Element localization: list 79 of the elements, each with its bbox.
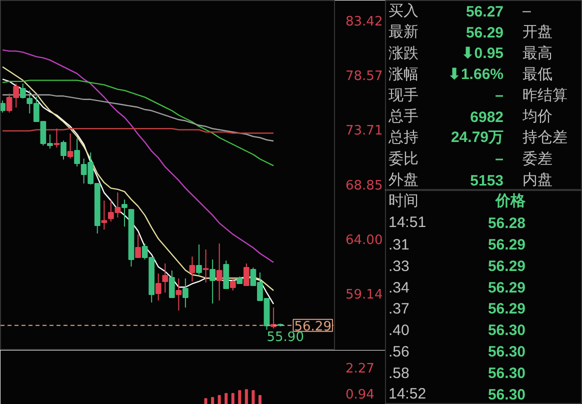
text: – xyxy=(495,87,504,104)
text: ⬇0.95 xyxy=(461,44,504,62)
y-tick-label: 68.85 xyxy=(346,178,383,194)
candlestick xyxy=(202,248,209,283)
category-label: .58 xyxy=(388,364,410,382)
category-label: .31 xyxy=(388,236,410,254)
category-label: 14:51 xyxy=(388,214,426,232)
category-label: 外盘 xyxy=(388,171,418,188)
text: 内盘 xyxy=(522,171,552,188)
candlestick xyxy=(135,234,141,258)
text: 最低 xyxy=(522,66,552,83)
candlestick xyxy=(0,100,6,114)
text: 56.27 xyxy=(466,4,504,21)
candlestick xyxy=(67,132,74,160)
text: 56.29 xyxy=(488,258,526,275)
candlestick xyxy=(189,256,196,282)
text: 昨结算 xyxy=(522,87,568,104)
text: 56.30 xyxy=(488,386,526,404)
text: 开盘 xyxy=(522,24,552,41)
line-series xyxy=(2,80,274,166)
text: 56.29 xyxy=(466,24,504,42)
candlestick xyxy=(20,83,26,100)
candlestick xyxy=(168,270,175,298)
text: 56.28 xyxy=(488,215,526,232)
text: 56.29 xyxy=(488,236,526,254)
candlestick xyxy=(101,200,108,230)
candlestick xyxy=(210,258,216,304)
candlestick xyxy=(162,263,168,294)
candlestick xyxy=(243,263,250,286)
y-tick-label: 0.94 xyxy=(346,388,374,403)
category-label: 时间 xyxy=(388,192,418,210)
category-label: .33 xyxy=(388,258,410,275)
category-label: 最新 xyxy=(388,24,418,41)
text: 56.29 xyxy=(488,279,526,296)
category-label: 涨跌 xyxy=(388,44,418,62)
candlestick xyxy=(122,199,128,228)
text: 6982 xyxy=(470,109,504,126)
text: 56.30 xyxy=(488,364,526,382)
candlestick xyxy=(182,278,188,308)
text: 56.29 xyxy=(488,300,526,318)
y-tick-label: 78.57 xyxy=(346,69,383,84)
text: 委差 xyxy=(522,150,552,168)
candlestick xyxy=(155,273,162,301)
category-label: 14:52 xyxy=(388,385,426,402)
category-label: 总持 xyxy=(388,129,418,146)
y-tick-label: 2.27 xyxy=(346,362,374,377)
candlestick xyxy=(60,140,66,160)
category-label: 总手 xyxy=(388,108,418,126)
category-label: 现手 xyxy=(388,87,418,104)
y-tick-label: 73.71 xyxy=(346,124,383,139)
candlestick xyxy=(223,260,230,289)
y-tick-label: 59.14 xyxy=(346,287,383,302)
text: 5153 xyxy=(470,172,504,190)
y-tick-label: 64.00 xyxy=(346,232,383,248)
text: – xyxy=(522,2,532,20)
candlestick xyxy=(74,138,80,168)
text: 最高 xyxy=(522,44,552,62)
candlestick xyxy=(216,243,222,301)
text: 持仓差 xyxy=(522,129,568,146)
y-tick-label: 83.42 xyxy=(346,14,383,30)
text: 价格 xyxy=(494,192,526,210)
text: 56.30 xyxy=(488,322,526,340)
category-label: .56 xyxy=(388,344,410,360)
candlestick xyxy=(176,278,182,311)
category-label: .37 xyxy=(388,300,410,318)
category-label: 委比 xyxy=(388,150,418,168)
text: ⬇1.66% xyxy=(448,66,504,83)
category-label: 买入 xyxy=(388,2,418,20)
candlestick xyxy=(54,128,60,148)
candlestick xyxy=(230,278,236,291)
category-label: .40 xyxy=(388,322,410,340)
line-series xyxy=(2,49,274,263)
category-label: .34 xyxy=(388,279,410,296)
category-label: 涨幅 xyxy=(388,66,418,83)
text: 均价 xyxy=(522,108,552,126)
text: 56.30 xyxy=(488,344,526,360)
candlestick xyxy=(196,244,202,276)
text: 24.79万 xyxy=(450,129,504,146)
text: – xyxy=(495,150,504,168)
